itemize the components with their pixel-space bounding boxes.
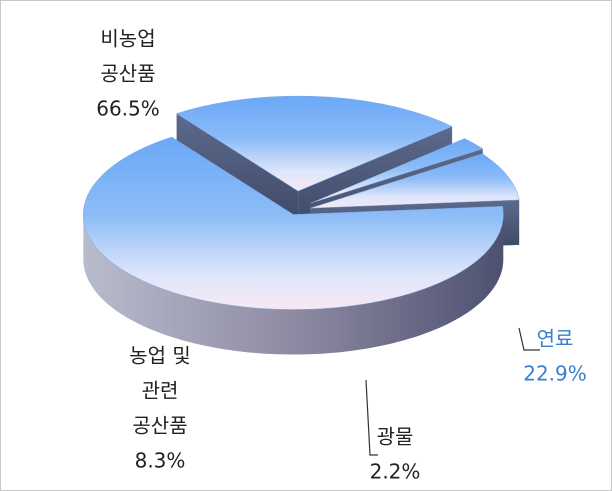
slice-label: 관련 [142,379,179,403]
slice-label: 공산품 [100,62,155,86]
pie-slice [176,95,453,192]
slice-label: 공산품 [132,414,187,438]
slice-value-label: 66.5% [96,97,160,121]
slice-label: 농업 및 [129,344,191,368]
slice-label: 비농업 [100,27,155,51]
pie-slice [309,153,520,209]
slice-value-label: 8.3% [135,449,186,473]
slice-value-label: 2.2% [370,460,421,484]
slice-label: 연료 [537,327,574,351]
pie-slice [83,136,504,310]
slice-label: 광물 [377,425,414,449]
slices [83,95,520,355]
pie-slice [310,138,484,204]
leader-line [365,379,378,456]
slice-side [83,214,504,355]
slice-value-label: 22.9% [523,362,587,386]
leader-line [518,327,540,351]
